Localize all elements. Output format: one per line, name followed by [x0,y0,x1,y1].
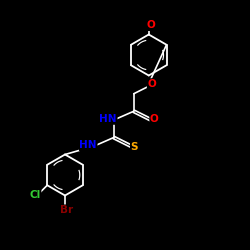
Text: O: O [150,114,159,124]
Text: S: S [130,142,138,152]
Text: O: O [148,79,156,89]
Text: HN: HN [100,114,117,124]
Text: HN: HN [80,140,97,150]
Text: Br: Br [60,205,73,215]
Text: Cl: Cl [30,190,41,200]
Text: O: O [146,20,155,30]
